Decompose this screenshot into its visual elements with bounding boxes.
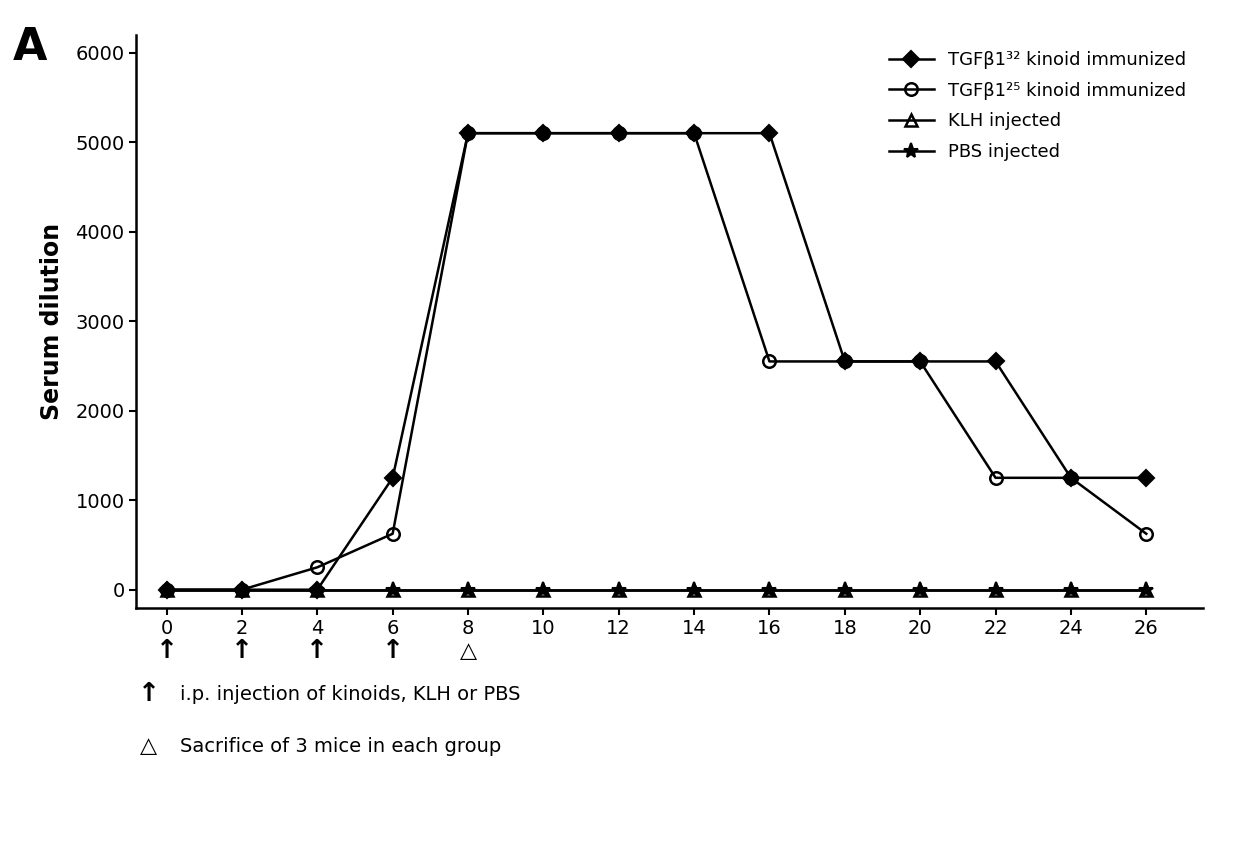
Text: ↑: ↑ [306,638,329,664]
TGFβ1²⁵ kinoid immunized [988,472,1003,483]
Text: △: △ [460,641,476,661]
Text: Sacrifice of 3 mice in each group: Sacrifice of 3 mice in each group [180,737,501,756]
PBS injected [763,584,777,595]
Line: TGFβ1³² kinoid immunized: TGFβ1³² kinoid immunized [161,128,1152,595]
TGFβ1²⁵ kinoid immunized [913,356,928,366]
TGFβ1³² kinoid immunized [611,128,626,138]
PBS injected [460,584,475,595]
TGFβ1²⁵ kinoid immunized [159,584,174,595]
KLH injected [536,584,551,595]
PBS injected [159,584,174,595]
TGFβ1²⁵ kinoid immunized [310,562,325,573]
TGFβ1³² kinoid immunized [988,356,1003,366]
KLH injected [386,584,401,595]
KLH injected [763,584,777,595]
TGFβ1²⁵ kinoid immunized [386,529,401,539]
KLH injected [611,584,626,595]
TGFβ1²⁵ kinoid immunized [837,356,852,366]
PBS injected [536,584,551,595]
KLH injected [234,584,249,595]
TGFβ1³² kinoid immunized [913,356,928,366]
Text: A: A [12,26,47,69]
Line: KLH injected: KLH injected [160,583,1152,596]
TGFβ1³² kinoid immunized [687,128,702,138]
TGFβ1²⁵ kinoid immunized [611,128,626,138]
Line: TGFβ1²⁵ kinoid immunized: TGFβ1²⁵ kinoid immunized [160,127,1152,596]
TGFβ1³² kinoid immunized [234,584,249,595]
TGFβ1³² kinoid immunized [837,356,852,366]
Text: △: △ [140,736,157,757]
TGFβ1²⁵ kinoid immunized [460,128,475,138]
KLH injected [460,584,475,595]
PBS injected [837,584,852,595]
TGFβ1³² kinoid immunized [310,584,325,595]
Text: ↑: ↑ [155,638,177,664]
TGFβ1²⁵ kinoid immunized [763,356,777,366]
TGFβ1³² kinoid immunized [1064,472,1079,483]
TGFβ1³² kinoid immunized [1138,472,1153,483]
TGFβ1³² kinoid immunized [460,128,475,138]
TGFβ1²⁵ kinoid immunized [1138,529,1153,539]
KLH injected [1138,584,1153,595]
Text: ↑: ↑ [231,638,253,664]
Legend: TGFβ1³² kinoid immunized, TGFβ1²⁵ kinoid immunized, KLH injected, PBS injected: TGFβ1³² kinoid immunized, TGFβ1²⁵ kinoid… [882,43,1194,168]
PBS injected [611,584,626,595]
KLH injected [837,584,852,595]
PBS injected [1138,584,1153,595]
Y-axis label: Serum dilution: Serum dilution [40,222,64,420]
Text: i.p. injection of kinoids, KLH or PBS: i.p. injection of kinoids, KLH or PBS [180,685,521,704]
TGFβ1²⁵ kinoid immunized [536,128,551,138]
KLH injected [687,584,702,595]
TGFβ1³² kinoid immunized [386,472,401,483]
Text: ↑: ↑ [382,638,404,664]
TGFβ1³² kinoid immunized [763,128,777,138]
KLH injected [310,584,325,595]
Text: ↑: ↑ [138,681,160,707]
KLH injected [159,584,174,595]
KLH injected [988,584,1003,595]
PBS injected [687,584,702,595]
PBS injected [913,584,928,595]
PBS injected [988,584,1003,595]
KLH injected [913,584,928,595]
TGFβ1²⁵ kinoid immunized [687,128,702,138]
TGFβ1³² kinoid immunized [159,584,174,595]
PBS injected [1064,584,1079,595]
Line: PBS injected: PBS injected [159,582,1154,597]
KLH injected [1064,584,1079,595]
TGFβ1²⁵ kinoid immunized [234,584,249,595]
PBS injected [386,584,401,595]
TGFβ1³² kinoid immunized [536,128,551,138]
PBS injected [310,584,325,595]
PBS injected [234,584,249,595]
TGFβ1²⁵ kinoid immunized [1064,472,1079,483]
